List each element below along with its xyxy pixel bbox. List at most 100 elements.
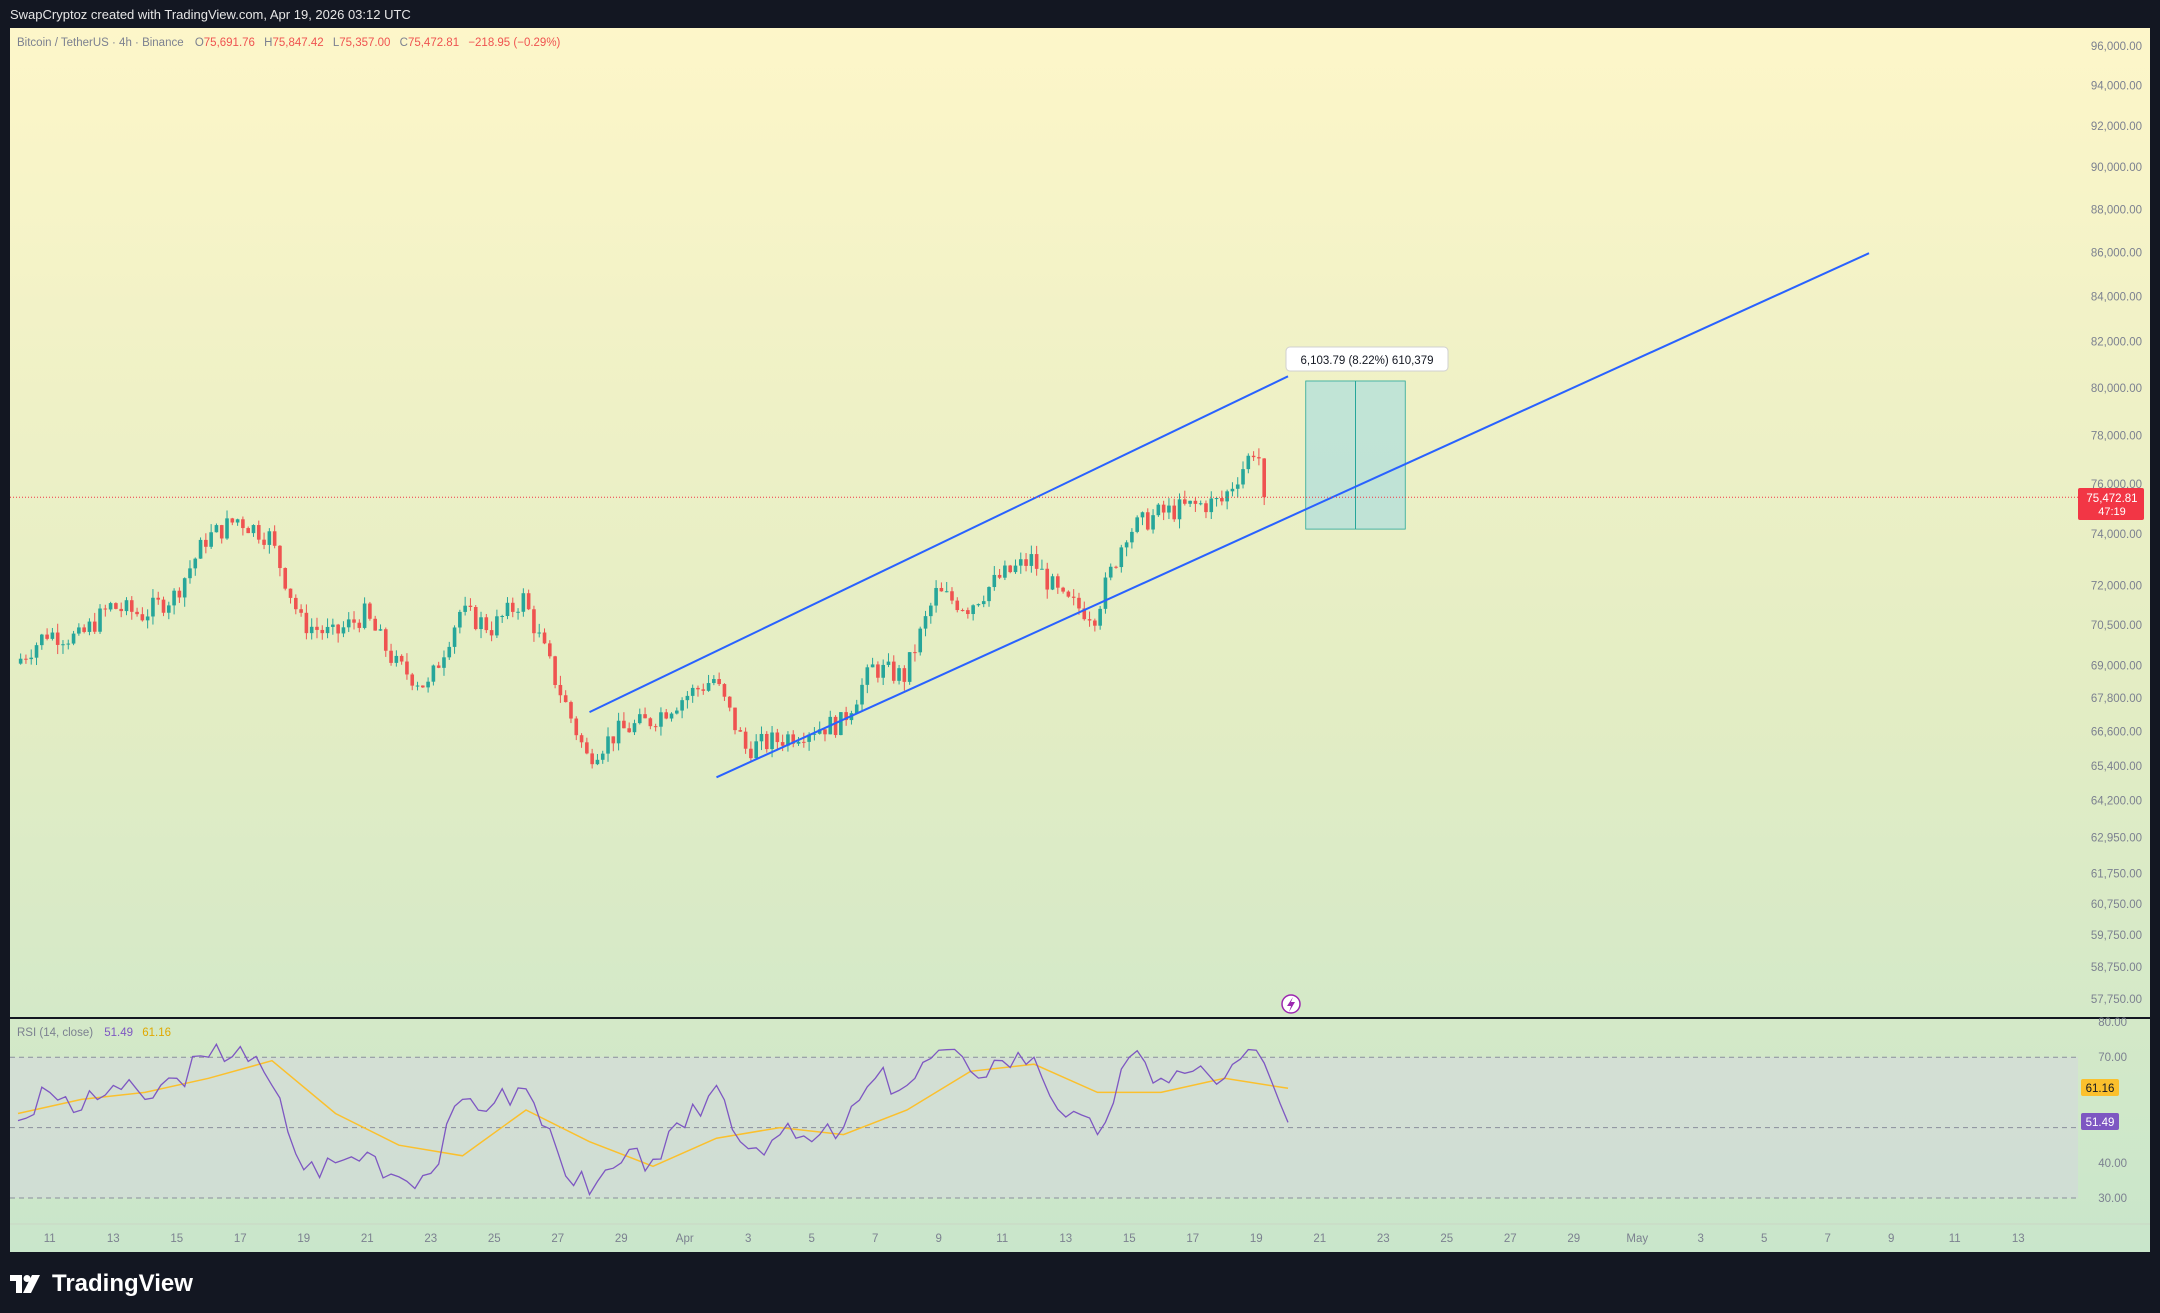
candle-body (267, 531, 272, 545)
candle-body (706, 683, 711, 691)
candle-body (177, 590, 182, 598)
candle-body (976, 604, 981, 606)
candle-body (1246, 455, 1251, 470)
candle-body (209, 532, 213, 547)
candle-body (426, 681, 430, 688)
candle-body (135, 611, 139, 615)
tradingview-logo-icon (10, 1275, 40, 1293)
candle-body (193, 558, 198, 569)
candle-body (1262, 458, 1266, 498)
candle-body (1145, 512, 1150, 530)
candle-body (172, 590, 176, 606)
price-axis-label: 66,600.00 (2091, 727, 2142, 739)
candle-body (981, 601, 986, 605)
candle-body (690, 687, 695, 696)
chart-panel[interactable]: 96,000.00 94,000.00 92,000.00 90,000.00 88,0… (10, 28, 2150, 1252)
candle-body (489, 630, 494, 636)
candle-body (712, 679, 716, 684)
candle-body (569, 702, 573, 719)
candle-body (77, 627, 81, 634)
lightning-icon[interactable] (1281, 994, 1301, 1014)
candle-body (1045, 568, 1050, 590)
time-axis-label: 7 (872, 1233, 878, 1245)
candle-body (214, 525, 219, 533)
candle-body (696, 687, 700, 690)
candle-body (151, 597, 155, 617)
candle-body (659, 712, 663, 727)
candle-body (346, 619, 351, 628)
time-axis-label: 25 (488, 1233, 501, 1245)
candle-body (1077, 597, 1081, 609)
candle-body (34, 645, 39, 658)
price-axis-label: 74,000.00 (2091, 529, 2142, 541)
candle-body (510, 602, 515, 612)
candle-body (1034, 554, 1039, 569)
candle-body (1230, 488, 1235, 492)
candle-body (92, 621, 97, 632)
candle-body (124, 600, 129, 612)
candle-body (1093, 620, 1097, 626)
candle-body (484, 617, 489, 631)
candle-body (341, 627, 346, 634)
candle-body (1082, 608, 1087, 620)
candle-body (971, 605, 975, 615)
candle-body (288, 588, 293, 598)
price-axis-label: 78,000.00 (2091, 430, 2142, 442)
tradingview-logo[interactable]: TradingView (10, 1270, 193, 1298)
candle-body (764, 733, 769, 750)
candle-body (352, 619, 356, 623)
time-axis-label: 11 (1949, 1233, 1961, 1245)
current-price-tag: 75,472.81 47:19 (2078, 488, 2144, 520)
candle-body (579, 735, 584, 743)
candle-body (675, 710, 679, 714)
candle-body (526, 593, 531, 610)
candle-body (902, 668, 907, 682)
candle-body (1193, 500, 1198, 504)
chart-svg[interactable]: 96,000.00 94,000.00 92,000.00 90,000.00 88,0… (10, 28, 2150, 1252)
candle-body (1114, 566, 1118, 568)
candle-body (1003, 565, 1007, 578)
candle-body (913, 652, 917, 654)
price-axis-label: 67,800.00 (2091, 693, 2142, 705)
rsi-axis-label: 70.00 (2098, 1052, 2127, 1064)
candle-body (585, 742, 589, 754)
candle-body (405, 661, 409, 675)
candle-body (860, 684, 864, 705)
candle-body (394, 655, 399, 663)
price-axis-label: 69,000.00 (2091, 660, 2142, 672)
candle-body (1108, 566, 1113, 578)
measure-tooltip[interactable]: 6,103.79 (8.22%) 610,379 (1285, 346, 1449, 372)
candle-body (1061, 587, 1065, 592)
candle-body (1056, 576, 1060, 588)
candle-body (717, 679, 721, 685)
candle-body (548, 643, 552, 657)
candle-body (336, 624, 340, 634)
time-axis-label: 5 (1761, 1233, 1767, 1245)
time-axis-label: 25 (1440, 1233, 1453, 1245)
price-axis-label: 62,950.00 (2091, 832, 2142, 844)
candle-body (495, 616, 499, 636)
price-axis-label: 59,750.00 (2091, 930, 2142, 942)
candle-body (1008, 565, 1012, 573)
candle-body (320, 629, 325, 634)
candle-body (50, 632, 55, 639)
candle-body (733, 707, 737, 731)
candle-body (897, 668, 901, 681)
candle-body (1050, 576, 1055, 590)
time-axis-label: 23 (424, 1233, 437, 1245)
candle-body (18, 658, 23, 664)
price-axis-label: 88,000.00 (2091, 204, 2142, 216)
legend-change: −218.95 (−0.29%) (468, 37, 560, 49)
candle-body (802, 741, 806, 743)
candle-body (1018, 559, 1023, 566)
candle-body (55, 632, 60, 645)
candle-body (399, 655, 404, 662)
candle-body (71, 633, 76, 644)
candle-body (1257, 457, 1261, 459)
candle-body (532, 609, 536, 634)
candle-body (373, 618, 377, 631)
time-axis-label: 29 (615, 1233, 628, 1245)
price-axis-label: 58,750.00 (2091, 962, 2142, 974)
time-axis-label: 9 (936, 1233, 942, 1245)
candle-body (558, 684, 563, 696)
